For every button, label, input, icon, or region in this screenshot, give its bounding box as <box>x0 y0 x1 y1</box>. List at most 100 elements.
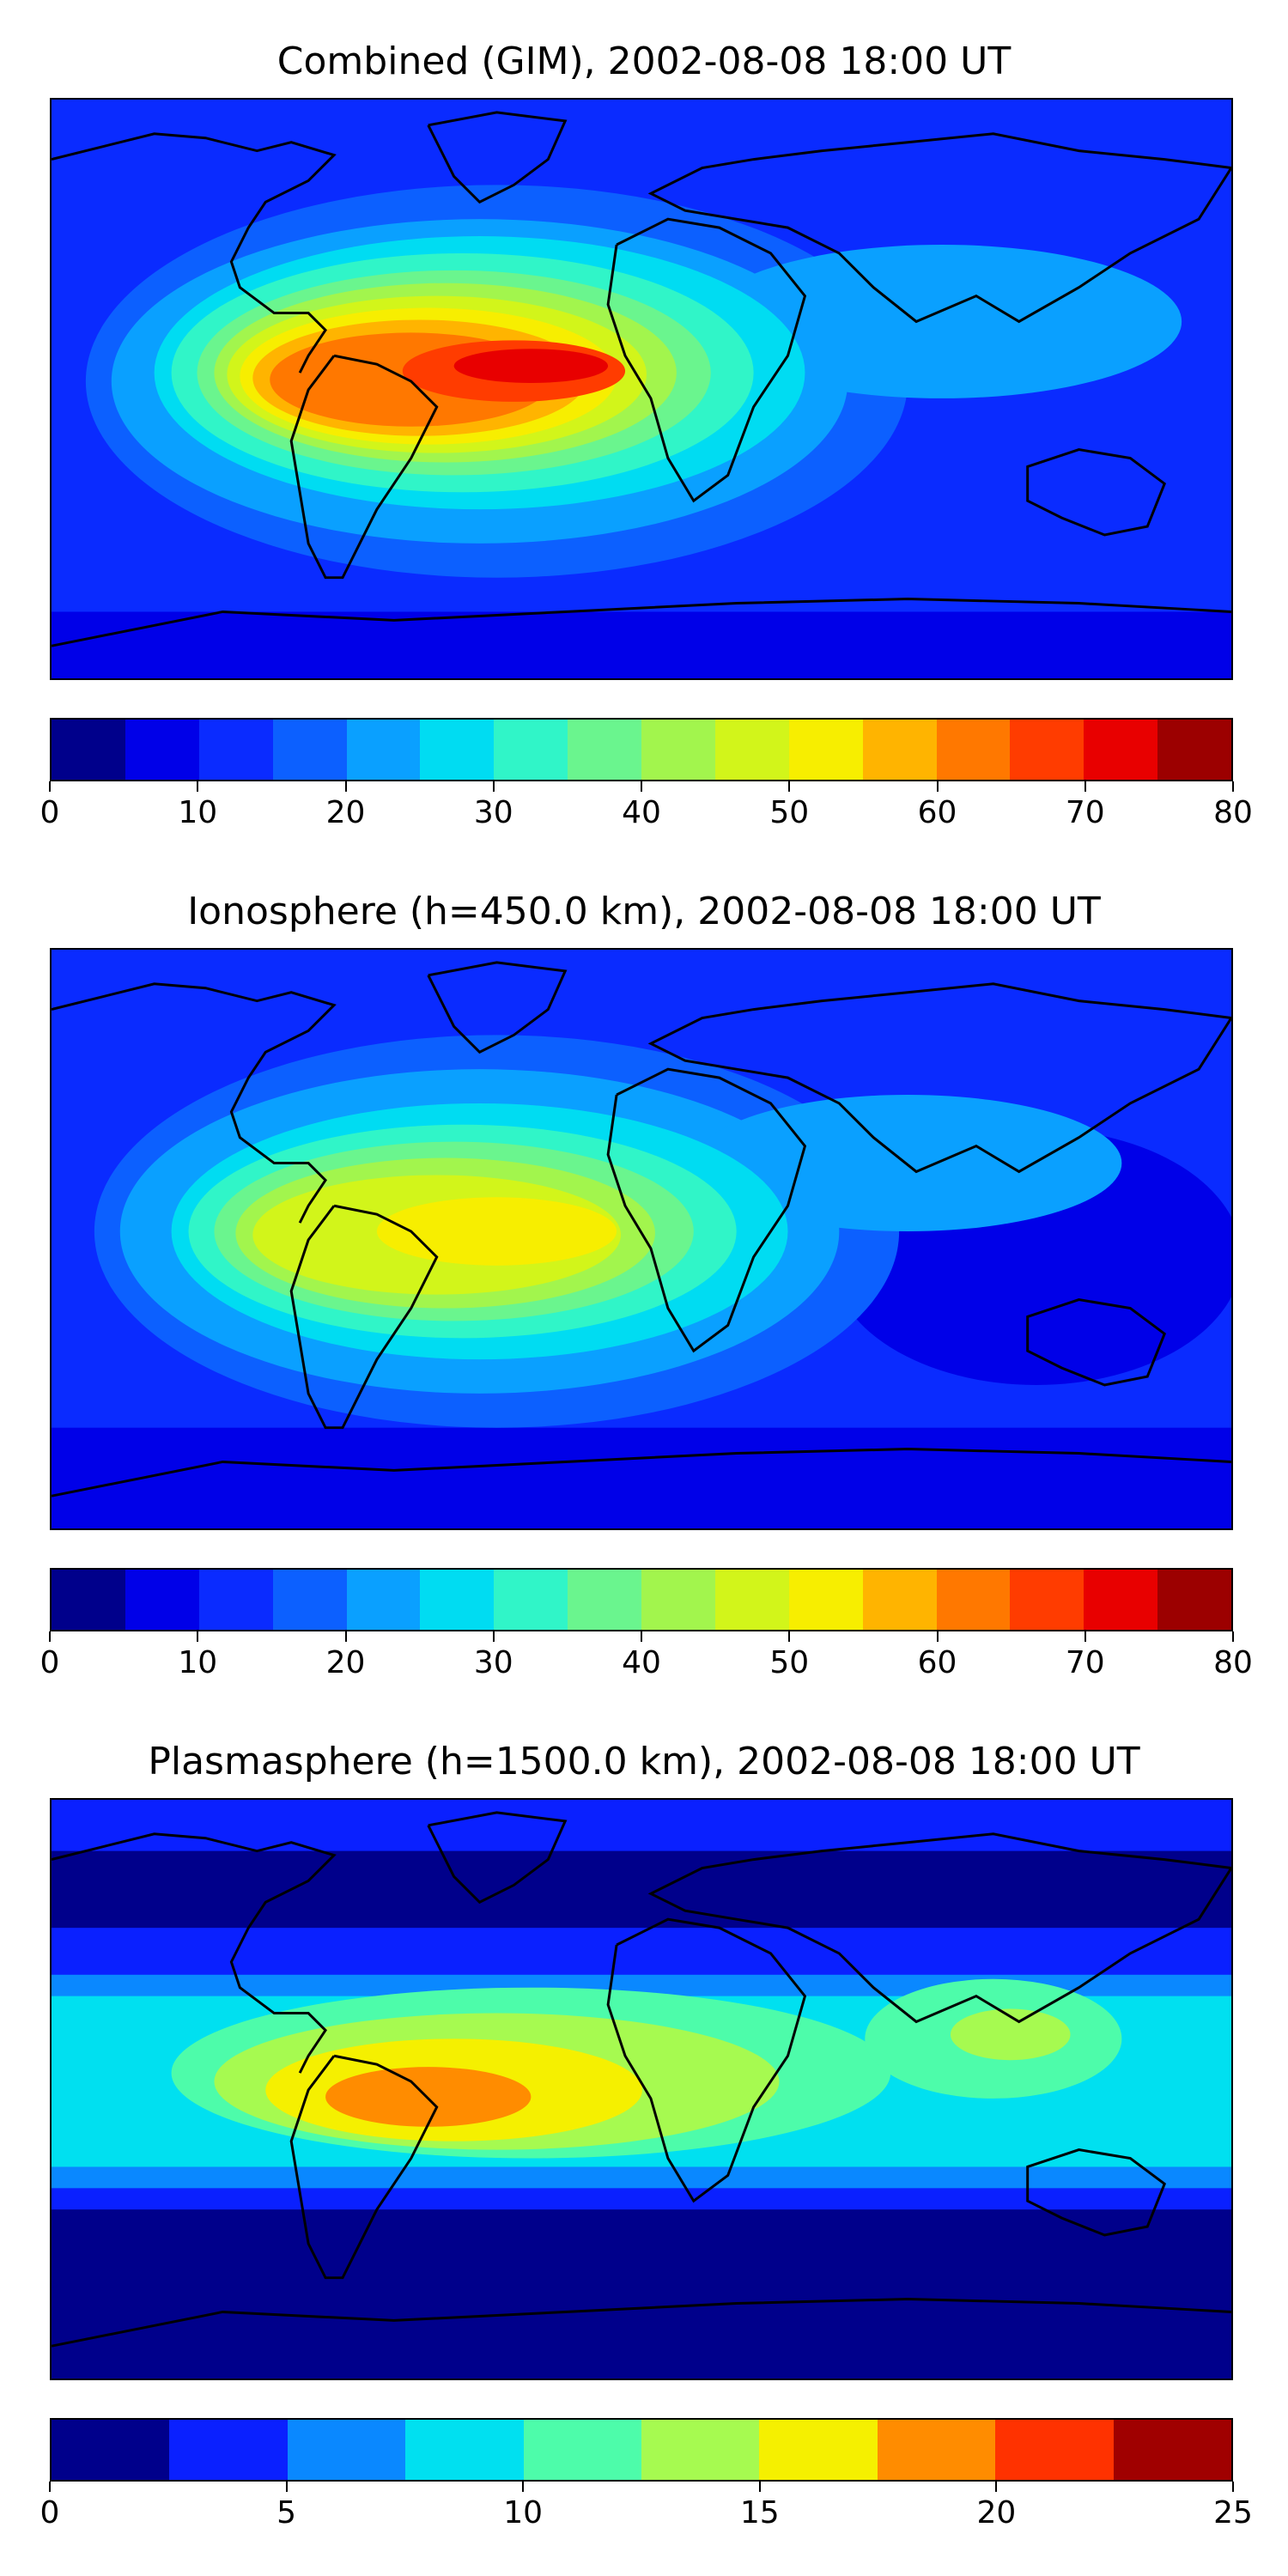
colorbar-segment <box>936 720 1011 780</box>
colorbar-tick-label: 60 <box>917 1645 957 1680</box>
panel-2-title: Ionosphere (h=450.0 km), 2002-08-08 18:0… <box>187 890 1101 933</box>
colorbar-tick-mark <box>197 1631 199 1642</box>
colorbar-tick-label: 0 <box>39 795 60 830</box>
colorbar-tick-mark <box>1232 2482 1234 2492</box>
colorbar-tick-mark <box>49 781 51 792</box>
colorbar-segment <box>125 720 199 780</box>
colorbar-tick-mark <box>522 2482 525 2492</box>
colorbar-tick-mark <box>344 781 347 792</box>
colorbar-segment <box>1157 1570 1231 1630</box>
colorbar-segment <box>714 1570 789 1630</box>
colorbar-segment <box>568 720 641 780</box>
colorbar-tick-label: 30 <box>473 795 513 830</box>
colorbar-segment <box>287 2420 406 2480</box>
colorbar-segment <box>198 1570 273 1630</box>
panel-3-colorbar-ticks: 0 5 10 15 20 25 <box>40 2482 1253 2533</box>
panel-2-map <box>50 948 1233 1530</box>
panel-3-title: Plasmasphere (h=1500.0 km), 2002-08-08 1… <box>148 1740 1140 1783</box>
panel-1-title: Combined (GIM), 2002-08-08 18:00 UT <box>276 39 1012 83</box>
colorbar-tick-label: 70 <box>1065 1645 1105 1680</box>
colorbar-tick-label: 10 <box>503 2495 544 2530</box>
colorbar-segment <box>862 720 937 780</box>
colorbar-tick-label: 15 <box>739 2495 780 2530</box>
colorbar-segment <box>405 2420 524 2480</box>
colorbar-segment <box>420 720 495 780</box>
colorbar-tick-label: 0 <box>39 1645 60 1680</box>
colorbar-tick-label: 80 <box>1213 1645 1253 1680</box>
colorbar-tick-label: 5 <box>276 2495 297 2530</box>
colorbar-segment <box>641 1570 715 1630</box>
colorbar-tick-mark <box>936 1631 939 1642</box>
colorbar-tick-label: 30 <box>473 1645 513 1680</box>
colorbar-segment <box>641 720 715 780</box>
colorbar-tick-label: 20 <box>325 1645 366 1680</box>
colorbar-tick-label: 50 <box>769 795 810 830</box>
colorbar-tick-label: 10 <box>178 795 218 830</box>
panel-3-colorbar <box>50 2418 1233 2482</box>
colorbar-segment <box>272 1570 347 1630</box>
colorbar-segment <box>198 720 273 780</box>
colorbar-tick-mark <box>492 781 495 792</box>
colorbar-tick-mark <box>49 1631 51 1642</box>
colorbar-segment <box>641 2420 760 2480</box>
colorbar-segment <box>523 2420 642 2480</box>
colorbar-segment <box>1010 1570 1084 1630</box>
colorbar-segment <box>52 720 125 780</box>
colorbar-tick-mark <box>788 781 791 792</box>
colorbar-segment <box>759 2420 878 2480</box>
colorbar-tick-mark <box>641 781 642 792</box>
panel-3-map <box>50 1798 1233 2380</box>
colorbar-tick-mark <box>758 2482 761 2492</box>
colorbar-segment <box>494 720 568 780</box>
colorbar-tick-label: 20 <box>976 2495 1017 2530</box>
colorbar-tick-label: 25 <box>1213 2495 1253 2530</box>
colorbar-tick-mark <box>344 1631 347 1642</box>
colorbar-tick-label: 40 <box>622 795 661 830</box>
colorbar-segment <box>1084 1570 1158 1630</box>
colorbar-tick-label: 20 <box>325 795 366 830</box>
colorbar-segment <box>52 1570 125 1630</box>
panel-2-colorbar-ticks: 0 10 20 30 40 50 60 70 80 <box>40 1631 1253 1683</box>
colorbar-segment <box>877 2420 996 2480</box>
panel-1-colorbar-ticks: 0 10 20 30 40 50 60 70 80 <box>40 781 1253 833</box>
colorbar-segment <box>125 1570 199 1630</box>
colorbar-segment <box>1084 720 1158 780</box>
colorbar-segment <box>494 1570 568 1630</box>
colorbar-tick-label: 50 <box>769 1645 810 1680</box>
colorbar-segment <box>169 2420 288 2480</box>
colorbar-tick-label: 70 <box>1065 795 1105 830</box>
panel-1-colorbar <box>50 718 1233 781</box>
colorbar-tick-mark <box>197 781 199 792</box>
colorbar-segment <box>568 1570 641 1630</box>
colorbar-segment <box>862 1570 937 1630</box>
colorbar-segment <box>1157 720 1231 780</box>
panel-2-colorbar <box>50 1568 1233 1631</box>
colorbar-tick-mark <box>285 2482 288 2492</box>
colorbar-tick-mark <box>492 1631 495 1642</box>
colorbar-tick-mark <box>49 2482 51 2492</box>
panel-1-map <box>50 98 1233 680</box>
colorbar-tick-mark <box>1232 1631 1234 1642</box>
colorbar-tick-label: 10 <box>178 1645 218 1680</box>
colorbar-segment <box>1113 2420 1232 2480</box>
colorbar-tick-mark <box>936 781 939 792</box>
colorbar-tick-label: 40 <box>622 1645 661 1680</box>
colorbar-segment <box>995 2420 1114 2480</box>
colorbar-tick-label: 60 <box>917 795 957 830</box>
colorbar-tick-mark <box>788 1631 791 1642</box>
colorbar-tick-mark <box>1084 781 1086 792</box>
colorbar-segment <box>346 720 421 780</box>
colorbar-tick-label: 0 <box>39 2495 60 2530</box>
colorbar-segment <box>788 1570 863 1630</box>
colorbar-segment <box>714 720 789 780</box>
colorbar-segment <box>936 1570 1011 1630</box>
colorbar-tick-mark <box>1084 1631 1086 1642</box>
colorbar-segment <box>272 720 347 780</box>
colorbar-segment <box>788 720 863 780</box>
colorbar-segment <box>52 2420 170 2480</box>
colorbar-tick-mark <box>641 1631 642 1642</box>
colorbar-tick-mark <box>1232 781 1234 792</box>
colorbar-tick-mark <box>995 2482 998 2492</box>
colorbar-segment <box>346 1570 421 1630</box>
colorbar-tick-label: 80 <box>1213 795 1253 830</box>
